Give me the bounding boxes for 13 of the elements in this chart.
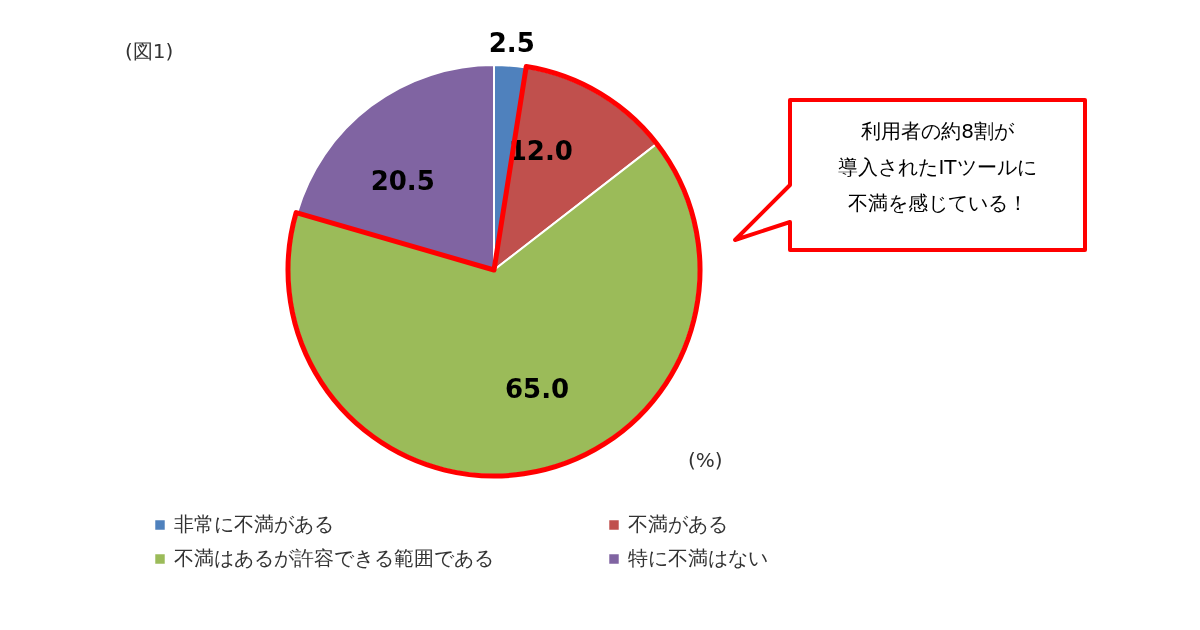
data-label: 12.0 bbox=[508, 135, 573, 166]
legend-label: 非常に不満がある bbox=[174, 512, 334, 536]
legend-label: 不満がある bbox=[628, 512, 728, 536]
data-label: 20.5 bbox=[370, 165, 435, 196]
text: 利用者の約8割が bbox=[860, 118, 1015, 145]
legend-label: 不満はあるが許容できる範囲である bbox=[174, 546, 494, 570]
text: (図1) bbox=[125, 38, 174, 65]
text: 導入されたITツールに bbox=[837, 154, 1038, 181]
data-label: 65.0 bbox=[504, 373, 570, 404]
text: 不満を感じている！ bbox=[846, 190, 1029, 217]
legend-label: 特に不満はない bbox=[628, 546, 768, 570]
data-label: 2.5 bbox=[488, 27, 535, 58]
text: (%) bbox=[688, 448, 723, 472]
